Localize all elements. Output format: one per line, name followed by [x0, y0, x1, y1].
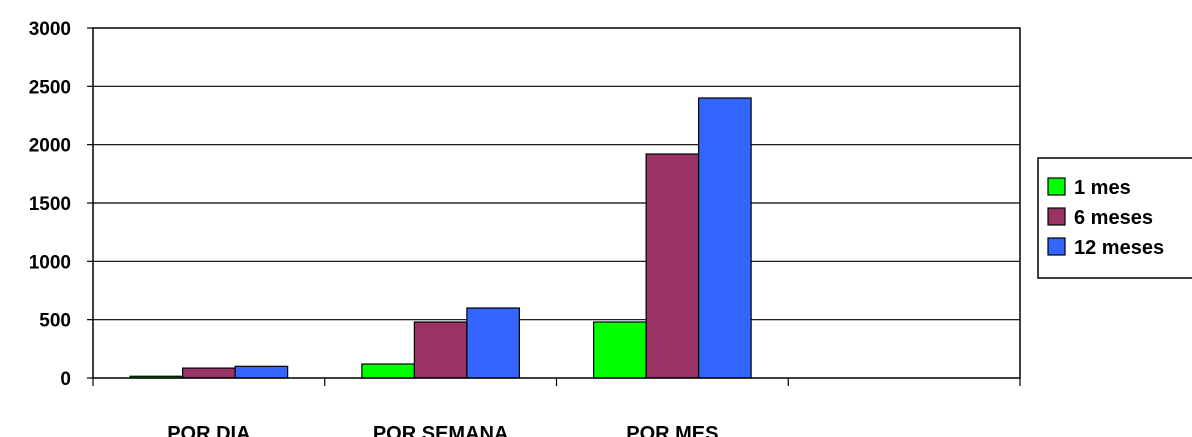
y-tick-label: 500 [39, 311, 71, 332]
legend-swatch [1047, 177, 1066, 196]
x-axis-ticks: POR DIA POR SEMANA POR MES [92, 378, 1021, 437]
y-tick-label: 0 [60, 369, 71, 390]
bar [593, 321, 647, 379]
y-tick-label: 1500 [29, 194, 71, 215]
bar [182, 367, 236, 379]
x-category-label: POR DIA [167, 423, 250, 437]
legend-label: 6 meses [1074, 207, 1153, 229]
gridlines [93, 85, 1020, 321]
bar [234, 365, 289, 379]
legend-swatch [1047, 207, 1066, 226]
bar [413, 321, 468, 379]
legend-label: 1 mes [1074, 177, 1131, 199]
bar [645, 153, 700, 379]
bar [466, 307, 520, 379]
x-category-label: POR MES [626, 423, 718, 437]
bar [361, 363, 415, 379]
y-tick-label: 2500 [29, 77, 71, 98]
bars [129, 97, 752, 379]
legend-swatch [1047, 237, 1066, 256]
y-tick-label: 1000 [29, 252, 71, 273]
y-axis-ticks: 0 500 1000 1500 2000 2500 3000 [29, 19, 93, 390]
legend: 1 mes 6 meses 12 meses [1037, 157, 1192, 279]
y-tick-label: 3000 [29, 19, 71, 40]
y-tick-label: 2000 [29, 136, 71, 157]
legend-label: 12 meses [1074, 237, 1164, 259]
bar [698, 97, 752, 379]
x-category-label: POR SEMANA [373, 423, 509, 437]
